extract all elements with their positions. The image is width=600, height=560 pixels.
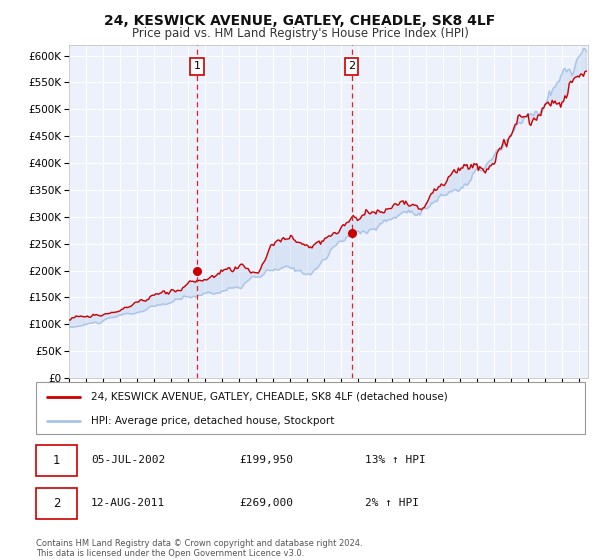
Text: 13% ↑ HPI: 13% ↑ HPI [365,455,426,465]
Text: £199,950: £199,950 [239,455,293,465]
Text: £269,000: £269,000 [239,498,293,508]
Text: Price paid vs. HM Land Registry's House Price Index (HPI): Price paid vs. HM Land Registry's House … [131,27,469,40]
Text: Contains HM Land Registry data © Crown copyright and database right 2024.
This d: Contains HM Land Registry data © Crown c… [36,539,362,558]
FancyBboxPatch shape [36,382,585,434]
Text: 1: 1 [53,454,61,467]
Text: 2: 2 [53,497,61,510]
Text: HPI: Average price, detached house, Stockport: HPI: Average price, detached house, Stoc… [91,416,334,426]
Text: 1: 1 [193,62,200,72]
Text: 2% ↑ HPI: 2% ↑ HPI [365,498,419,508]
FancyBboxPatch shape [36,488,77,519]
Text: 05-JUL-2002: 05-JUL-2002 [91,455,165,465]
Text: 24, KESWICK AVENUE, GATLEY, CHEADLE, SK8 4LF (detached house): 24, KESWICK AVENUE, GATLEY, CHEADLE, SK8… [91,392,448,402]
Text: 12-AUG-2011: 12-AUG-2011 [91,498,165,508]
Text: 24, KESWICK AVENUE, GATLEY, CHEADLE, SK8 4LF: 24, KESWICK AVENUE, GATLEY, CHEADLE, SK8… [104,14,496,28]
Text: 2: 2 [348,62,355,72]
FancyBboxPatch shape [36,445,77,476]
